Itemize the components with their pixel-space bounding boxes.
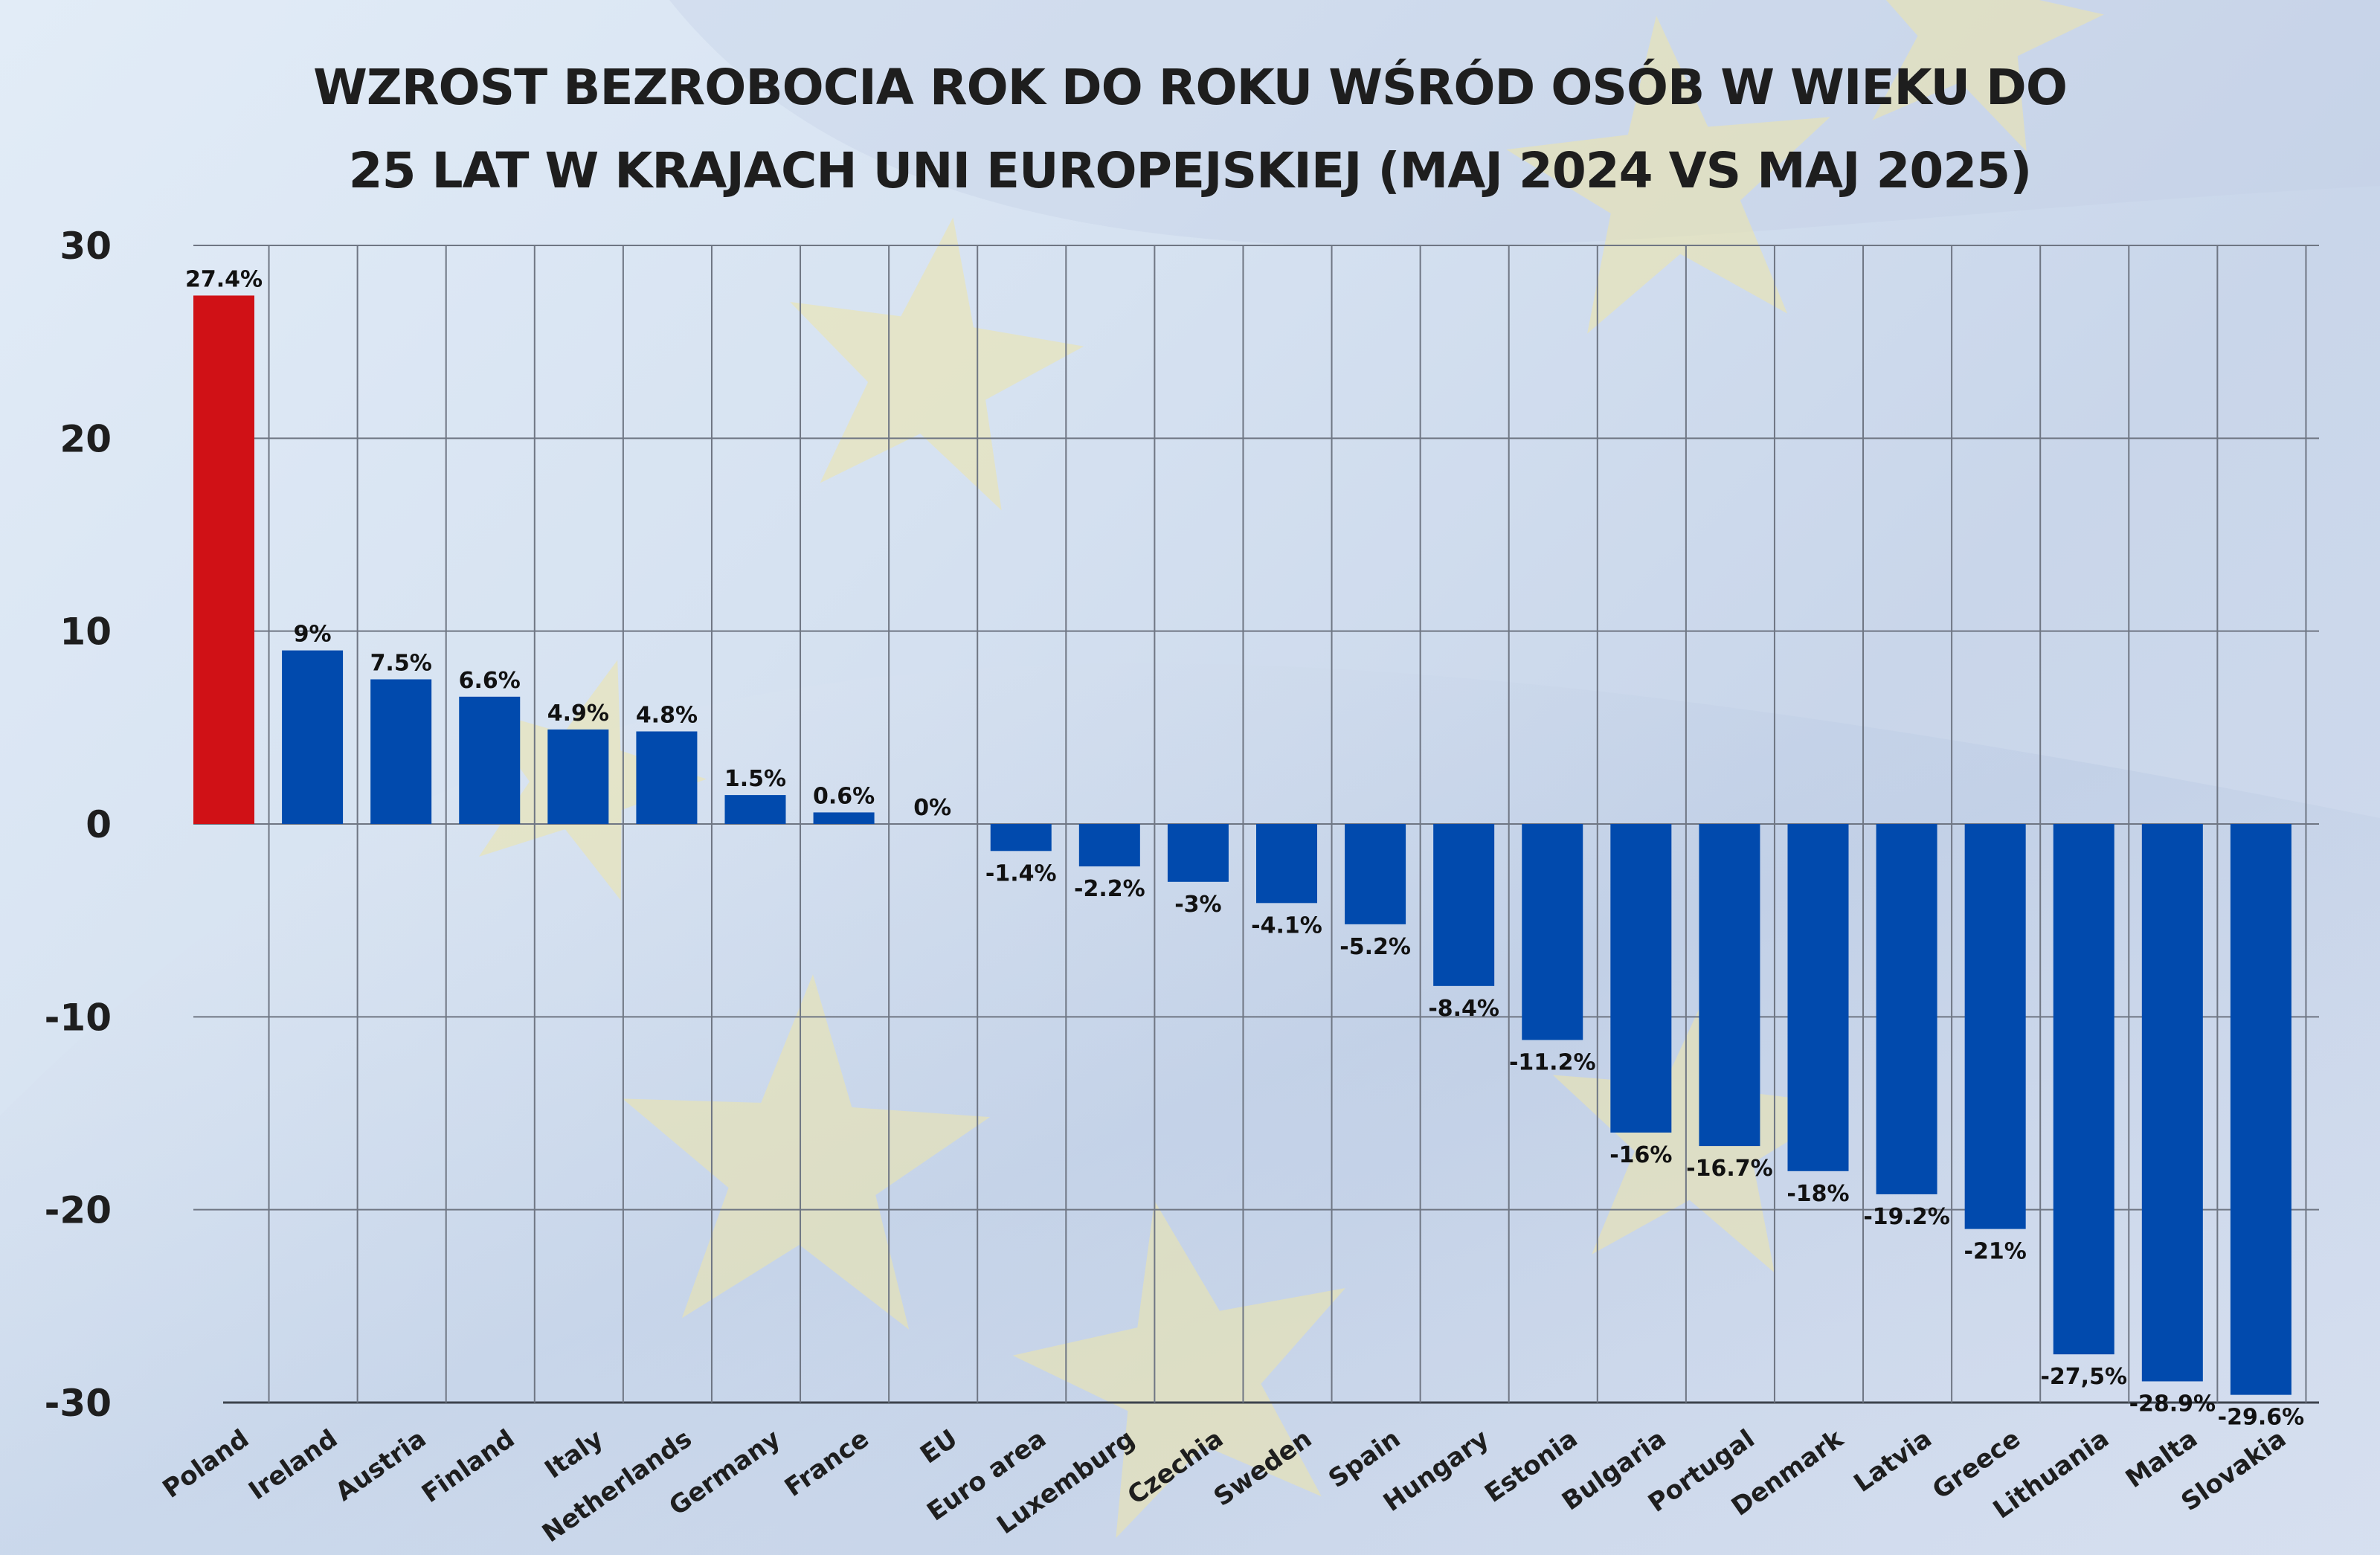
data-label: -1.4%	[985, 860, 1057, 886]
data-label: -4.1%	[1251, 912, 1322, 939]
bar-luxemburg	[1078, 824, 1140, 867]
data-labels: 27.4% 9% 7.5% 6.6% 4.9% 4.8% 1.5% 0.6% 0% -1.4% -2…	[185, 266, 2304, 1430]
data-label: 7.5%	[370, 651, 432, 677]
background-star-icon	[790, 217, 1084, 511]
y-tick-label: -10	[45, 996, 112, 1039]
y-axis-ticks: 30 20 10 0 -10 -20 -30	[45, 225, 112, 1425]
bar-finland	[459, 696, 521, 824]
bar-malta	[2141, 824, 2203, 1382]
data-label: 4.9%	[547, 701, 609, 727]
y-tick-label: 20	[60, 417, 112, 460]
bar-ireland	[282, 650, 344, 824]
bar-germany	[724, 795, 786, 824]
x-tick-label: Austria	[330, 1424, 431, 1507]
bar-hungary	[1433, 824, 1495, 986]
x-tick-label: France	[779, 1424, 875, 1503]
data-label: 9%	[294, 622, 332, 648]
data-label: -5.2%	[1339, 934, 1411, 960]
background-star-icon	[1012, 1200, 1345, 1539]
bar-italy	[547, 729, 609, 824]
y-tick-label: 0	[86, 803, 112, 846]
data-label: 0.6%	[813, 783, 875, 809]
data-label: -19.2%	[1863, 1204, 1950, 1230]
bar-sweden	[1256, 824, 1317, 904]
chart-title: WZROST BEZROBOCIA ROK DO ROKU WŚRÓD OSÓB…	[0, 46, 2380, 213]
bars	[193, 295, 2291, 1395]
x-tick-label: Sweden	[1209, 1424, 1317, 1513]
x-tick-label: Italy	[539, 1424, 608, 1485]
data-label: -11.2%	[1509, 1049, 1596, 1075]
background-star-icon	[623, 974, 990, 1330]
bar-euro-area	[990, 824, 1052, 851]
bar-estonia	[1522, 824, 1583, 1040]
y-tick-label: -20	[45, 1189, 112, 1232]
data-label: 0%	[913, 795, 951, 821]
x-tick-label: Czechia	[1122, 1424, 1229, 1511]
data-label: -18%	[1786, 1181, 1849, 1207]
bar-france	[813, 812, 875, 824]
data-label: -8.4%	[1428, 996, 1499, 1022]
y-tick-label: 10	[60, 611, 112, 654]
x-tick-label: Poland	[158, 1424, 255, 1504]
data-label: 1.5%	[724, 766, 786, 792]
bar-latvia	[1876, 824, 1937, 1194]
background-star-icon	[1872, 0, 2104, 152]
chart-title-line-2: 25 LAT W KRAJACH UNI EUROPEJSKIEJ (MAJ 2…	[348, 142, 2033, 199]
data-label: -28.9%	[2129, 1391, 2216, 1417]
bar-portugal	[1699, 824, 1760, 1147]
data-label: -29.6%	[2218, 1405, 2305, 1431]
bar-bulgaria	[1610, 824, 1672, 1133]
bar-greece	[1964, 824, 2026, 1229]
data-label: -2.2%	[1074, 876, 1145, 902]
x-tick-label: Finland	[416, 1424, 520, 1509]
bar-czechia	[1167, 824, 1229, 882]
x-tick-label: EU	[915, 1424, 963, 1470]
data-label: 27.4%	[185, 266, 263, 292]
data-label: -16.7%	[1686, 1156, 1773, 1182]
y-tick-label: 30	[60, 225, 112, 268]
bar-lithuania	[2053, 824, 2114, 1355]
bar-denmark	[1787, 824, 1849, 1171]
chart-title-line-1: WZROST BEZROBOCIA ROK DO ROKU WŚRÓD OSÓB…	[313, 59, 2068, 116]
x-tick-label: Latvia	[1848, 1424, 1937, 1498]
data-label: 4.8%	[636, 703, 698, 729]
data-label: -3%	[1174, 892, 1221, 918]
background-star-icon	[1506, 16, 1830, 334]
data-label: 6.6%	[459, 668, 521, 694]
bar-slovakia	[2230, 824, 2291, 1395]
bar-netherlands	[636, 731, 698, 824]
bar-austria	[370, 679, 432, 824]
data-label: -27,5%	[2040, 1364, 2127, 1390]
bar-poland	[193, 295, 254, 825]
data-label: -21%	[1964, 1239, 2027, 1265]
bar-spain	[1345, 824, 1406, 924]
y-tick-label: -30	[45, 1382, 112, 1425]
x-tick-label: Netherlands	[537, 1424, 698, 1549]
data-label: -16%	[1609, 1142, 1672, 1168]
x-tick-label: Ireland	[243, 1424, 343, 1507]
flag-fold-shape	[0, 663, 2380, 1555]
